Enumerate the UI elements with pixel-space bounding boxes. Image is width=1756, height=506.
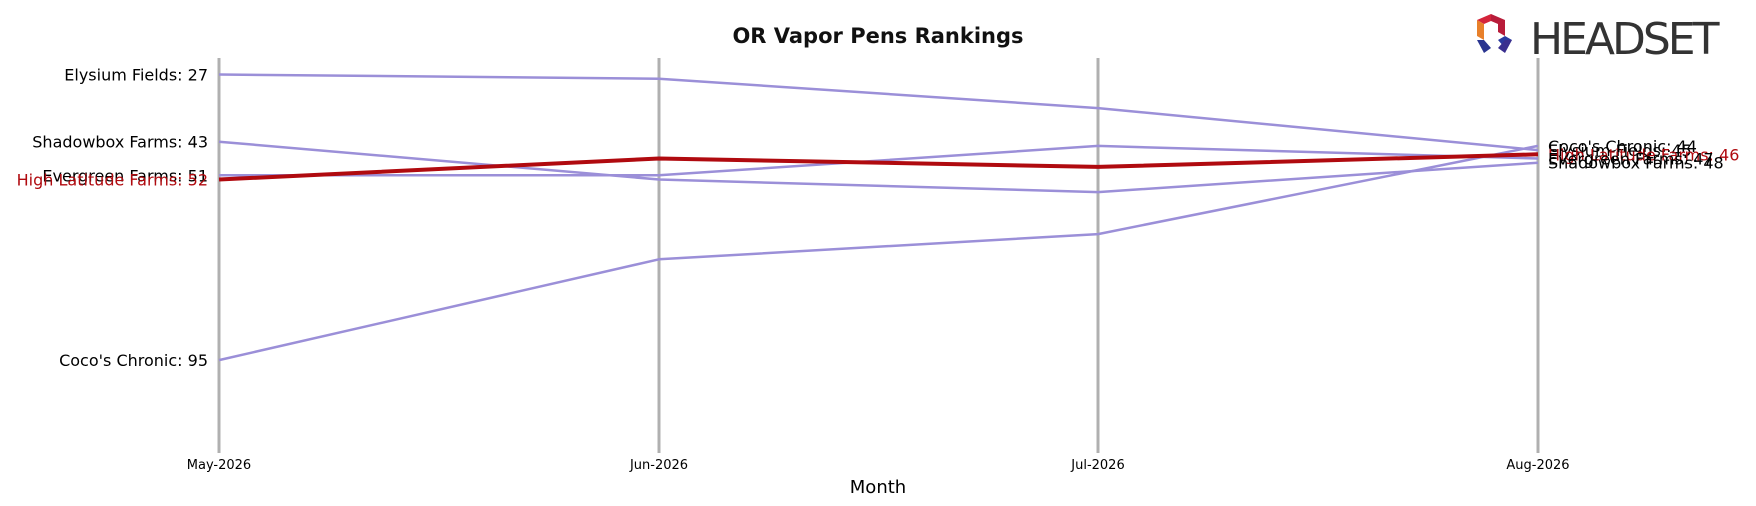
end-label: Evergreen Farms: 47 [1548,150,1714,169]
start-label: High Latitude Farms: 52 [17,171,208,190]
start-label: Shadowbox Farms: 43 [32,133,208,152]
start-label: Evergreen Farms: 51 [42,166,208,185]
headset-logo-icon [1477,14,1512,53]
brand-name: HEADSET [1530,14,1720,65]
start-label: Coco's Chronic: 95 [59,351,208,370]
x-tick-label: Jul-2026 [1070,458,1124,473]
headset-logo: HEADSET [1477,14,1723,65]
x-tick-label: Jun-2026 [629,458,688,473]
end-label: Coco's Chronic: 44 [1548,137,1697,156]
start-labels: Elysium Fields: 27 Shadowbox Farms: 43 Eve… [17,66,208,371]
end-label: Shadowbox Farms: 48 [1548,154,1724,173]
end-label: Elysium Fields: 45 [1548,141,1692,160]
series-line [218,73,1539,152]
x-axis-ticks: May-2026 Jun-2026 Jul-2026 Aug-2026 [187,458,1570,473]
month-gridlines [217,58,1540,453]
end-label: High Latitude Farms: 46 [1548,145,1739,164]
x-tick-label: Aug-2026 [1506,458,1569,473]
x-tick-label: May-2026 [187,458,251,473]
chart-title: OR Vapor Pens Rankings [732,24,1023,48]
start-label: Elysium Fields: 27 [64,66,208,85]
series-line [218,140,1539,194]
series-lines [218,73,1539,362]
series-line [219,144,1539,177]
series-line [218,152,1539,182]
series-line [218,144,1539,362]
x-axis-label: Month [850,477,906,498]
